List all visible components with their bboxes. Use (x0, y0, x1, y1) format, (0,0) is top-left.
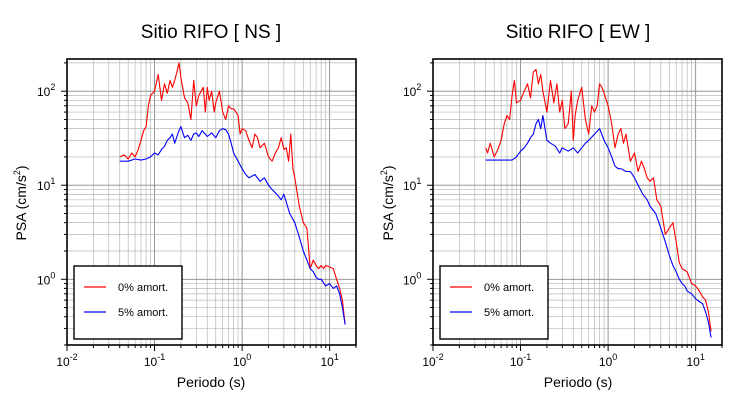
series-line-ew-0pct (485, 68, 712, 332)
y-tick-label-ns-0: 100 (37, 270, 55, 287)
y-axis-label-main-ns: PSA (cm/s (13, 175, 29, 240)
y-axis-label-main-ew: PSA (cm/s (380, 175, 396, 240)
y-axis-label-sup-ns: 2 (12, 170, 22, 175)
y-tick-label-ns-2: 102 (37, 82, 55, 99)
x-tick-label-ew-2: 100 (599, 352, 617, 369)
grid-ns (66, 59, 357, 346)
series-group-ew (485, 68, 712, 338)
chart-panel-ew: Sitio RIFO [ EW ] 10-2 10-1 100 10110010110… (379, 22, 723, 390)
y-tick-label-ew-0: 100 (403, 270, 421, 287)
legend-label-5pct-ns: 5% amort. (118, 307, 168, 319)
y-tick-label-ew-2: 102 (403, 82, 421, 99)
x-axis-label-ns: Periodo (s) (177, 374, 245, 390)
chart-panel-ns: Sitio RIFO [ NS ] 10-2 10-1 100 10110010110… (12, 22, 357, 390)
plot-frame-ew (432, 58, 723, 346)
x-tick-label-ns-2: 100 (233, 352, 251, 369)
chart-title-ns: Sitio RIFO [ NS ] (141, 22, 281, 43)
y-tick-label-ns-1: 101 (37, 176, 55, 193)
y-axis-label-sup-ew: 2 (379, 170, 389, 175)
series-line-ns-0pct (119, 62, 346, 325)
y-axis-label-ns: PSA (cm/s2) (12, 165, 29, 240)
y-axis-label-close-ns: ) (13, 165, 29, 170)
legend-ew: 0% amort. 5% amort. (439, 265, 549, 340)
x-tick-label-ew-0: 10-2 (422, 352, 443, 369)
x-tick-label-ns-3: 101 (320, 352, 338, 369)
x-axis-label-ew: Periodo (s) (544, 374, 612, 390)
y-axis-label-ew: PSA (cm/s2) (379, 165, 396, 240)
legend-label-0pct-ew: 0% amort. (484, 282, 534, 294)
legend-label-5pct-ew: 5% amort. (484, 307, 534, 319)
legend-ns: 0% amort. 5% amort. (73, 265, 183, 340)
x-tick-label-ew-3: 101 (686, 352, 704, 369)
ticks-ns: 10-2 10-1 100 101 100 101 102 (37, 62, 357, 369)
plot-frame-ns (66, 58, 357, 346)
series-group-ns (119, 62, 346, 325)
x-tick-label-ns-0: 10-2 (56, 352, 77, 369)
series-line-ew-5pct (485, 115, 712, 338)
x-tick-label-ew-1: 10-1 (510, 352, 531, 369)
series-line-ns-5pct (119, 126, 346, 325)
legend-label-0pct-ns: 0% amort. (118, 282, 168, 294)
y-axis-label-close-ew: ) (380, 165, 396, 170)
y-tick-label-ew-1: 101 (403, 176, 421, 193)
legend-box-ns (73, 265, 183, 340)
legend-box-ew (439, 265, 549, 340)
x-tick-label-ns-1: 10-1 (144, 352, 165, 369)
chart-title-ew: Sitio RIFO [ EW ] (506, 22, 651, 43)
ticks-ew: 10-2 10-1 100 101 100 101 102 (403, 62, 723, 369)
